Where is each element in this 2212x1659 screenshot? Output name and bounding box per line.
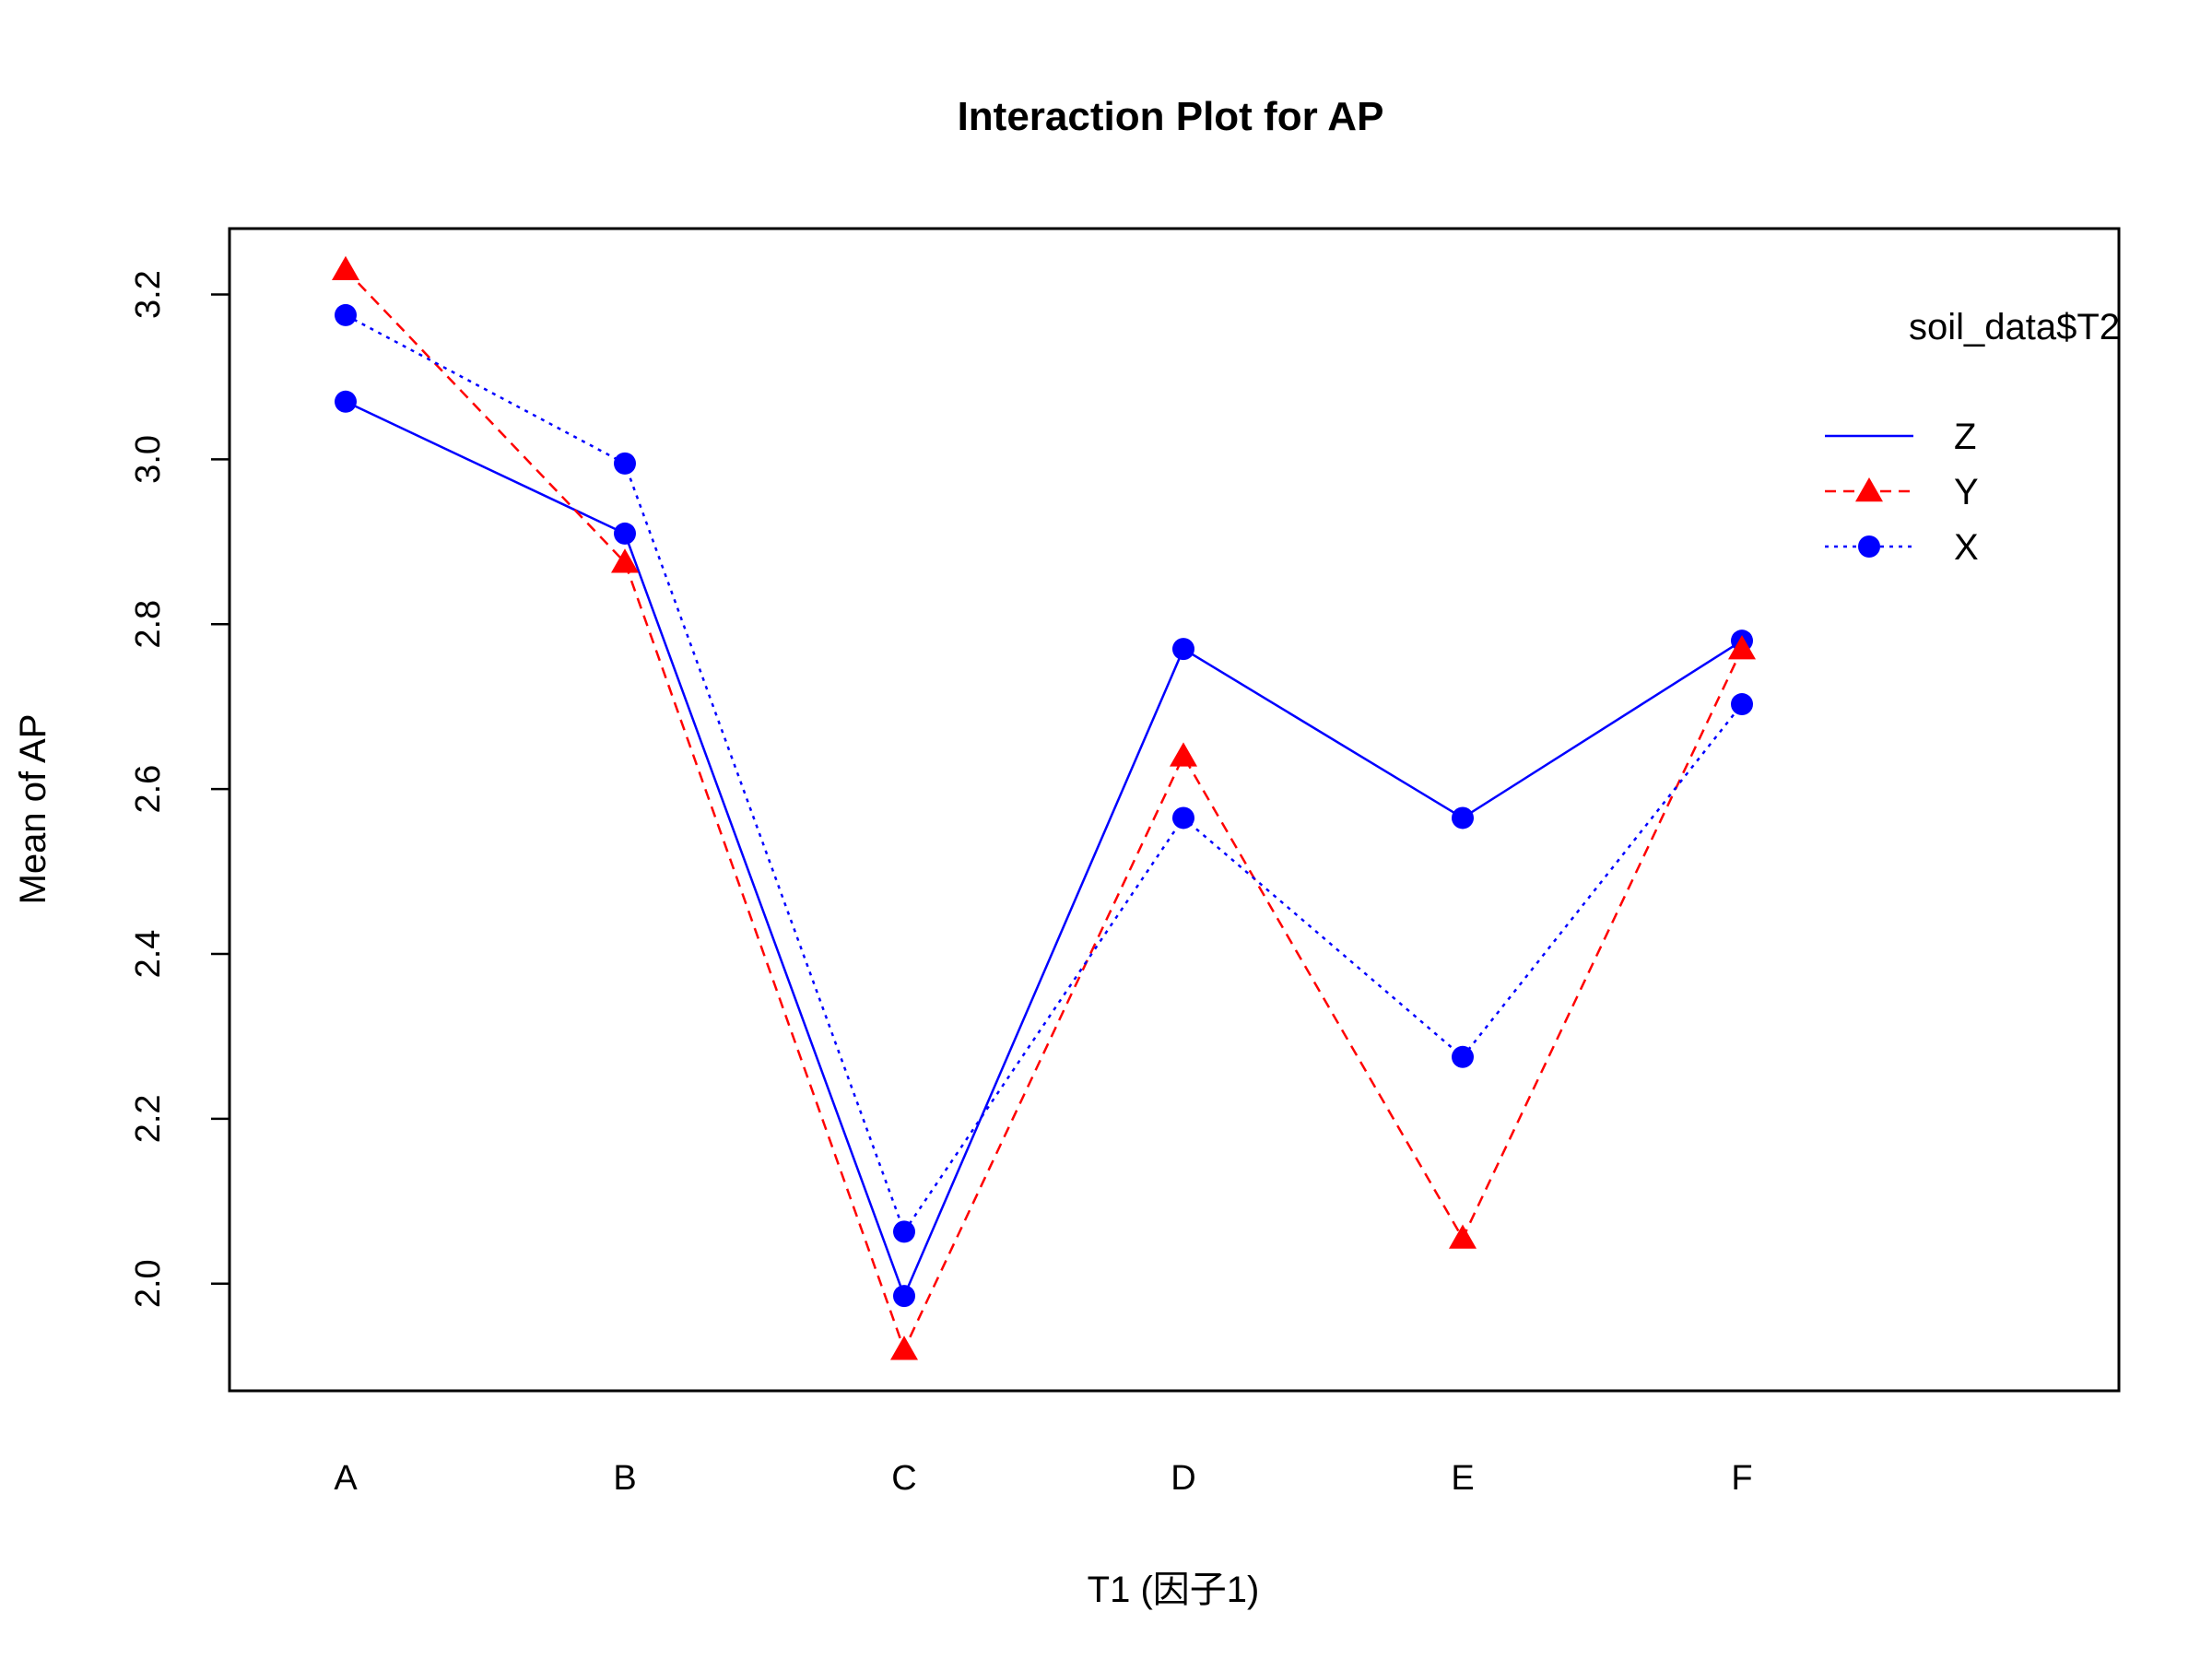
data-point (1172, 638, 1194, 661)
y-axis: 2.0 2.2 2.4 2.6 2.8 3.0 3.2 (129, 270, 229, 1308)
x-tick-label: D (1171, 1459, 1195, 1498)
series-layer (332, 255, 1756, 1360)
series-line (345, 400, 1743, 1300)
series-y (332, 255, 1756, 1360)
legend-label: Y (1954, 472, 1979, 512)
chart-title: Interaction Plot for AP (958, 94, 1384, 139)
data-point (1731, 693, 1753, 716)
data-point (1170, 742, 1197, 767)
series-z (335, 390, 1753, 1308)
data-point (893, 1220, 915, 1243)
y-tick-label: 3.0 (129, 435, 168, 484)
x-tick-label: F (1731, 1459, 1752, 1498)
y-tick-label: 2.0 (129, 1259, 168, 1308)
data-point (1172, 806, 1194, 830)
legend-item-y: Y (1825, 472, 1979, 512)
y-tick-label: 2.8 (129, 600, 168, 649)
y-tick-label: 2.2 (129, 1094, 168, 1143)
y-tick-label: 2.6 (129, 765, 168, 814)
legend: soil_data$T2 ZYX (1825, 307, 2120, 568)
legend-title: soil_data$T2 (1909, 307, 2120, 347)
y-tick-label: 2.4 (129, 930, 168, 979)
data-point (893, 1285, 915, 1308)
x-tick-label: B (613, 1459, 636, 1498)
data-point (890, 1335, 918, 1360)
series-line (345, 313, 1743, 1235)
legend-item-x: X (1825, 527, 1979, 568)
series-line (345, 268, 1744, 1353)
x-tick-label: A (334, 1459, 358, 1498)
data-point (611, 548, 639, 573)
legend-marker (1855, 477, 1883, 502)
x-axis: A B C D E F (334, 1459, 1752, 1498)
y-tick-label: 3.2 (129, 270, 168, 319)
x-axis-label: T1 (因子1) (1088, 1570, 1260, 1610)
legend-item-z: Z (1825, 417, 1976, 457)
series-x (335, 303, 1753, 1243)
data-point (335, 390, 357, 413)
legend-marker (1858, 535, 1880, 558)
data-point (1449, 1224, 1477, 1249)
x-tick-label: E (1451, 1459, 1474, 1498)
legend-label: Z (1954, 417, 1976, 457)
data-point (1452, 1045, 1474, 1068)
data-point (332, 255, 359, 280)
legend-label: X (1954, 527, 1979, 568)
plot-frame (228, 227, 2121, 1393)
data-point (1728, 635, 1756, 660)
data-point (614, 452, 636, 475)
data-point (1452, 806, 1474, 830)
y-axis-label: Mean of AP (13, 714, 53, 905)
data-point (614, 522, 636, 545)
data-point (335, 303, 357, 326)
x-tick-label: C (891, 1459, 916, 1498)
